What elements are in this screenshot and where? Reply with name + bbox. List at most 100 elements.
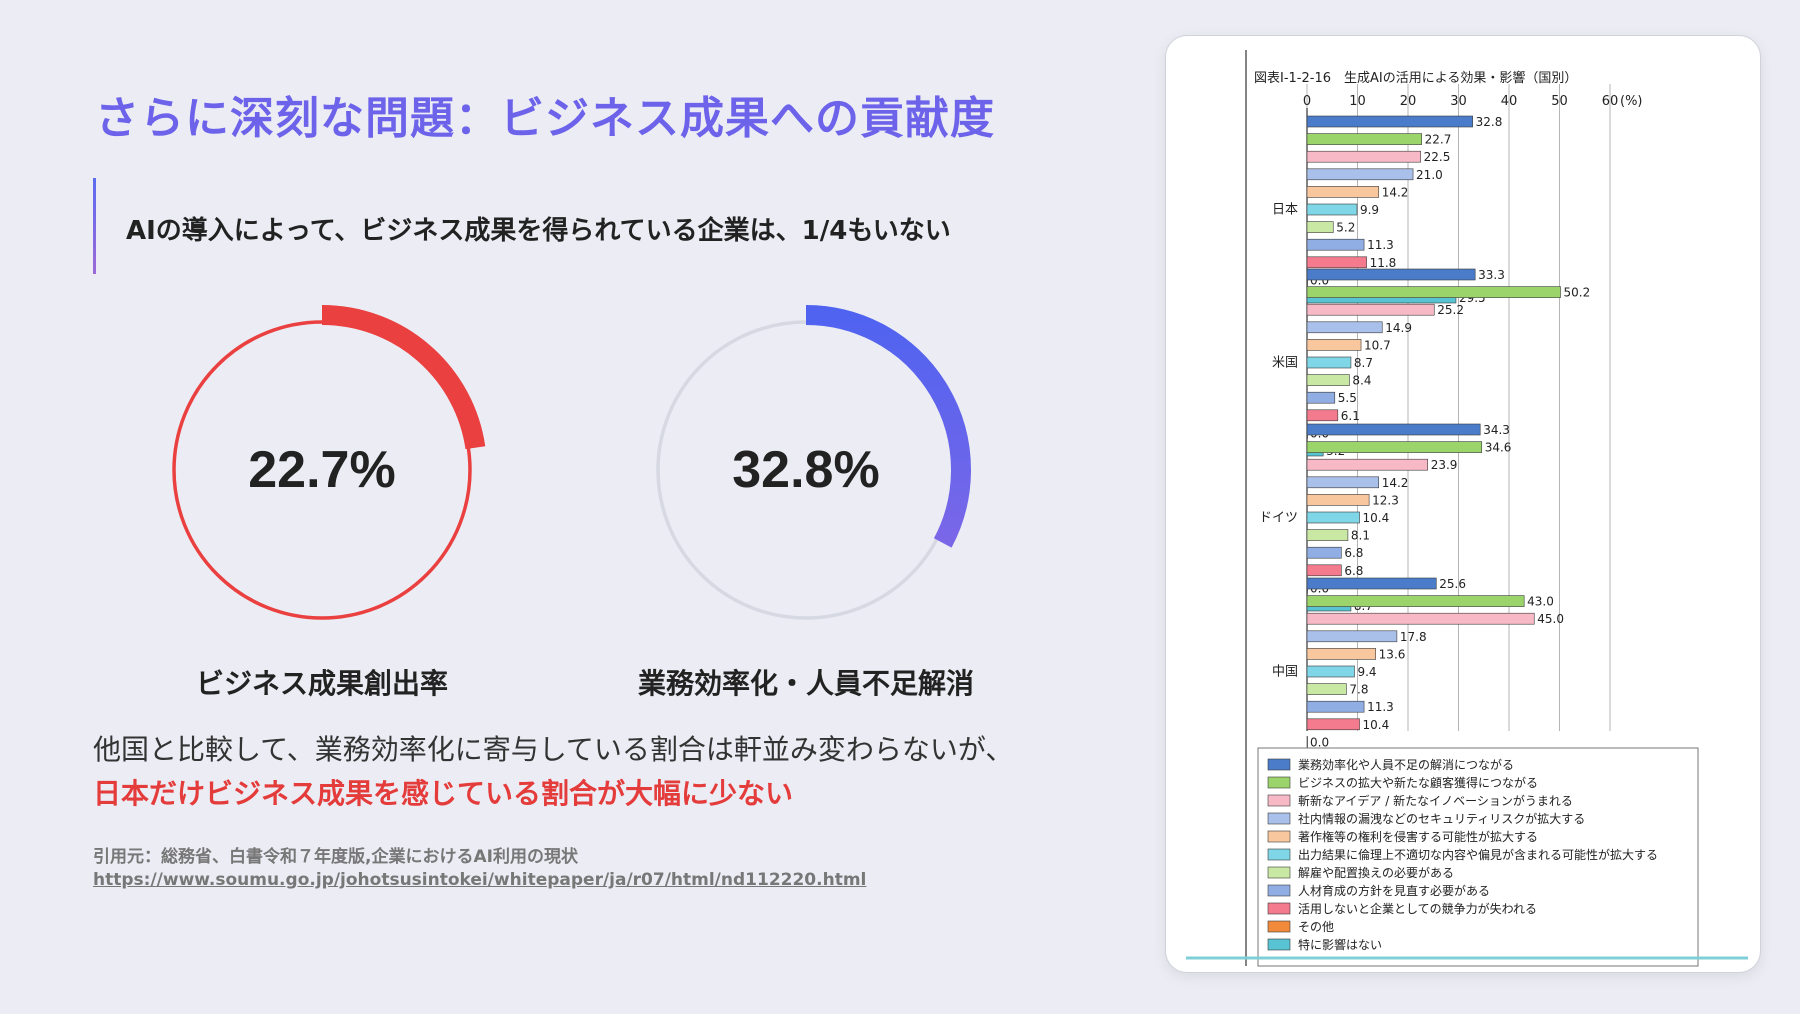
- data-label: 25.6: [1439, 577, 1466, 591]
- data-label: 7.8: [1349, 683, 1368, 697]
- bar: [1306, 150, 1421, 163]
- category-label: 日本: [1272, 203, 1298, 218]
- legend-swatch: [1267, 794, 1291, 807]
- bar: [1306, 221, 1334, 233]
- bar: [1306, 665, 1355, 678]
- data-label: 9.4: [1357, 665, 1376, 679]
- data-label: 22.5: [1424, 150, 1451, 164]
- data-label: 5.5: [1338, 391, 1357, 405]
- category-label: ドイツ: [1259, 511, 1298, 526]
- legend-label: 社内情報の漏洩などのセキュリティリスクが拡大する: [1298, 811, 1585, 826]
- legend-label: 解雇や配置換えの必要がある: [1298, 865, 1454, 880]
- bar: [1306, 529, 1349, 541]
- x-unit-label: (%): [1620, 94, 1643, 109]
- data-label: 10.4: [1363, 718, 1390, 732]
- page-title: さらに深刻な問題：ビジネス成果への貢献度: [95, 93, 995, 144]
- gauge-label: 業務効率化・人員不足解消: [637, 667, 974, 700]
- subtitle: AIの導入によって、ビジネス成果を得られている企業は、1/4もいない: [126, 216, 951, 246]
- data-label: 8.4: [1352, 374, 1371, 388]
- gauge-business-results: 22.7%: [152, 300, 492, 640]
- legend-box: [1257, 747, 1699, 967]
- bar: [1306, 356, 1352, 369]
- bar: [1306, 238, 1365, 251]
- legend-label: 人材育成の方針を見直す必要がある: [1298, 883, 1490, 898]
- bar: [1306, 441, 1483, 453]
- legend-label: その他: [1298, 920, 1334, 934]
- legend-swatch: [1267, 758, 1291, 771]
- bar: [1306, 268, 1476, 281]
- source-label: 引用元：総務省、白書令和７年度版,企業におけるAI利用の現状: [93, 847, 578, 867]
- legend-swatch: [1267, 812, 1291, 825]
- legend-label: 出力結果に倫理上不適切な内容や偏見が含まれる可能性が拡大する: [1298, 847, 1658, 862]
- legend-swatch: [1267, 920, 1291, 933]
- data-label: 43.0: [1527, 595, 1554, 609]
- data-label: 25.2: [1437, 303, 1464, 317]
- gauge-value: 22.7%: [248, 441, 396, 499]
- legend-swatch: [1267, 866, 1291, 879]
- bar: [1306, 494, 1370, 506]
- bar: [1306, 133, 1422, 145]
- data-label: 8.7: [1354, 356, 1373, 370]
- data-label: 45.0: [1537, 612, 1564, 626]
- legend-label: 著作権等の権利を侵害する可能性が拡大する: [1298, 829, 1538, 844]
- legend-swatch: [1267, 884, 1291, 897]
- data-label: 11.3: [1367, 700, 1394, 714]
- legend-label: 斬新なアイデア / 新たなイノベーションがうまれる: [1298, 793, 1573, 808]
- data-label: 21.0: [1416, 168, 1443, 182]
- data-label: 22.7: [1425, 133, 1452, 147]
- comparison-text: 他国と比較して、業務効率化に寄与している割合は軒並み変わらないが、: [93, 733, 1014, 766]
- data-label: 11.3: [1367, 238, 1394, 252]
- quote-bar: [93, 178, 96, 274]
- bar: [1306, 186, 1380, 198]
- bar: [1306, 321, 1383, 334]
- data-label: 6.8: [1344, 564, 1363, 578]
- data-label: 5.2: [1336, 221, 1355, 235]
- category-label: 中国: [1272, 665, 1298, 680]
- x-tick-label: 60: [1602, 94, 1619, 109]
- data-label: 13.6: [1379, 647, 1406, 661]
- data-label: 17.8: [1400, 630, 1427, 644]
- data-label: 14.2: [1382, 185, 1409, 199]
- source-link[interactable]: https://www.soumu.go.jp/johotsusintokei/…: [93, 870, 867, 890]
- data-label: 33.3: [1478, 268, 1505, 282]
- bar: [1306, 700, 1365, 713]
- bar: [1306, 630, 1398, 643]
- bar: [1306, 303, 1435, 316]
- bar: [1306, 683, 1347, 695]
- bar: [1306, 511, 1360, 524]
- bar: [1306, 595, 1525, 607]
- data-label: 14.9: [1385, 321, 1412, 335]
- legend-swatch: [1267, 938, 1291, 951]
- x-tick-label: 40: [1501, 94, 1518, 109]
- x-tick-label: 20: [1400, 94, 1417, 109]
- legend-label: ビジネスの拡大や新たな顧客獲得につながる: [1298, 775, 1538, 790]
- chart-panel: 図表Ⅰ-1-2-16 生成AIの活用による効果・影響（国別） 0 10 20 30 40 5…: [1165, 35, 1761, 973]
- bar: [1306, 409, 1339, 422]
- bar: [1306, 115, 1473, 128]
- legend-swatch: [1267, 830, 1291, 843]
- bar: [1306, 286, 1561, 298]
- data-label: 14.2: [1382, 476, 1409, 490]
- bar: [1306, 648, 1376, 660]
- x-tick-label: 50: [1551, 94, 1568, 109]
- comparison-highlight: 日本だけビジネス成果を感じている割合が大幅に少ない: [93, 777, 794, 810]
- legend-swatch: [1267, 848, 1291, 861]
- bar: [1306, 168, 1414, 181]
- data-label: 34.3: [1483, 423, 1510, 437]
- bar: [1306, 423, 1481, 436]
- data-label: 12.3: [1372, 493, 1399, 507]
- bar: [1306, 203, 1358, 216]
- category-label: 米国: [1272, 356, 1298, 371]
- gauge-value: 32.8%: [732, 441, 880, 499]
- data-label: 0.0: [1310, 735, 1329, 749]
- legend-swatch: [1267, 902, 1291, 915]
- x-tick-label: 30: [1450, 94, 1467, 109]
- bar: [1306, 577, 1437, 590]
- x-tick-label: 10: [1349, 94, 1366, 109]
- data-label: 23.9: [1431, 458, 1458, 472]
- gauge-efficiency: 32.8%: [636, 300, 976, 640]
- gauge-arc: [805, 305, 971, 548]
- bar: [1306, 736, 1308, 748]
- data-label: 10.7: [1364, 338, 1391, 352]
- data-label: 9.9: [1360, 203, 1379, 217]
